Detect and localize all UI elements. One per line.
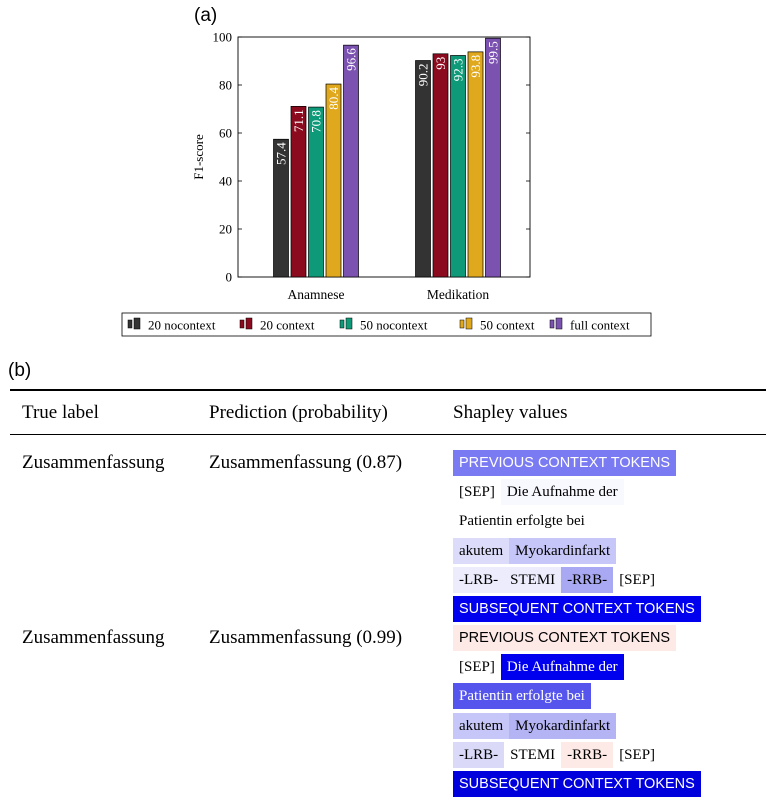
shapley-token: [SEP] [453,654,501,681]
legend-entry: 50 context [480,318,535,333]
legend-entry: full context [570,318,630,333]
token-line: PREVIOUS CONTEXT TOKENS [453,450,677,476]
legend-swatch [133,317,141,330]
legend-swatch [245,317,253,330]
legend-entry: 20 context [260,318,315,333]
shapley-token: Myokardinfarkt [509,712,617,739]
bar-data-label: 57.4 [274,142,289,165]
shapley-token: Die Aufnahme der [500,654,624,681]
shapley-token: SUBSEQUENT CONTEXT TOKENS [453,771,701,797]
shapley-token: STEMI [504,566,562,593]
shapley-token: SUBSEQUENT CONTEXT TOKENS [453,596,701,622]
shapley-token: Patientin erfolgte bei [453,508,591,535]
bar [308,106,324,278]
token-line: SUBSEQUENT CONTEXT TOKENS [453,771,701,797]
y-tick-label: 0 [226,270,233,285]
token-line: [SEP] Die Aufnahme der [453,479,624,506]
shapley-token: -RRB- [561,741,614,768]
legend-swatch [465,317,473,330]
token-line: -LRB- STEMI -RRB- [SEP] [453,741,662,768]
token-line: -LRB- STEMI -RRB- [SEP] [453,566,662,593]
y-tick-label: 40 [219,174,232,189]
bar-data-label: 93 [433,57,448,70]
shapley-token: PREVIOUS CONTEXT TOKENS [453,450,677,476]
table-header-rule [10,434,766,435]
legend-entry: 20 nocontext [148,318,216,333]
legend-swatch [339,319,345,329]
shapley-token: [SEP] [453,479,501,506]
bar [290,106,307,278]
legend-box [121,312,652,337]
header-true-label: True label [22,402,99,423]
x-tick-label: Medikation [427,287,489,302]
bar-data-label: 93.8 [468,55,483,78]
token-line: [SEP] Die Aufnahme der [453,654,624,681]
bar [432,53,449,278]
header-shapley-values: Shapley values [453,402,568,423]
shapley-token: -RRB- [561,566,614,593]
y-tick-label: 80 [219,78,232,93]
row1-true-label: Zusammenfassung [22,452,165,473]
y-tick-label: 20 [219,222,232,237]
shapley-token: PREVIOUS CONTEXT TOKENS [453,625,677,651]
shapley-token: STEMI [504,741,562,768]
shapley-token: Patientin erfolgte bei [453,683,591,710]
header-prediction: Prediction (probability) [209,402,388,423]
token-line: Patientin erfolgte bei [453,683,591,710]
bar-data-label: 70.8 [309,110,324,133]
legend-swatch [555,317,563,330]
bar-data-label: 92.3 [451,58,466,81]
legend-swatch [127,319,133,329]
panel-b-label: (b) [8,360,32,381]
y-axis-label: F1-score [191,134,206,180]
bar [450,55,466,278]
legend-swatch [459,319,465,329]
y-tick-label: 60 [219,126,232,141]
token-line: SUBSEQUENT CONTEXT TOKENS [453,596,701,622]
shapley-token: akutem [453,537,510,564]
token-line: Patientin erfolgte bei [453,508,591,535]
legend-entry: 50 nocontext [360,318,428,333]
panel-a-label: (a) [194,5,218,26]
bar [467,51,484,278]
bar-data-label: 90.2 [416,64,431,87]
shapley-token: -LRB- [453,566,505,593]
shapley-token: Die Aufnahme der [500,479,624,506]
token-line: PREVIOUS CONTEXT TOKENS [453,625,677,651]
bar [325,83,342,278]
bar-data-label: 99.5 [486,41,501,64]
bar [415,60,431,278]
shapley-token: -LRB- [453,741,505,768]
row1-prediction: Zusammenfassung (0.87) [209,452,403,473]
legend-swatch [549,319,555,329]
bar-data-label: 80.4 [326,87,341,110]
shapley-token: akutem [453,712,510,739]
shapley-token: Myokardinfarkt [509,537,617,564]
token-line: akutem Myokardinfarkt [453,537,617,564]
bar [343,44,359,278]
row2-prediction: Zusammenfassung (0.99) [209,627,403,648]
bar [485,37,501,278]
bar [273,138,289,278]
bar-data-label: 71.1 [291,109,306,132]
bar-chart: 0 20 40 60 80 100 F1-score Anamnese 57.471.1 70.8… [121,30,652,337]
bar-data-label: 96.6 [344,48,359,71]
legend-swatch [239,319,245,329]
plot-frame [237,36,531,278]
shapley-token: [SEP] [613,741,662,768]
y-tick-label: 100 [213,30,233,45]
token-line: akutem Myokardinfarkt [453,712,617,739]
legend-swatch [345,317,353,330]
row2-true-label: Zusammenfassung [22,627,165,648]
x-tick-label: Anamnese [288,287,345,302]
table-top-rule [10,389,766,391]
shapley-token: [SEP] [613,566,662,593]
